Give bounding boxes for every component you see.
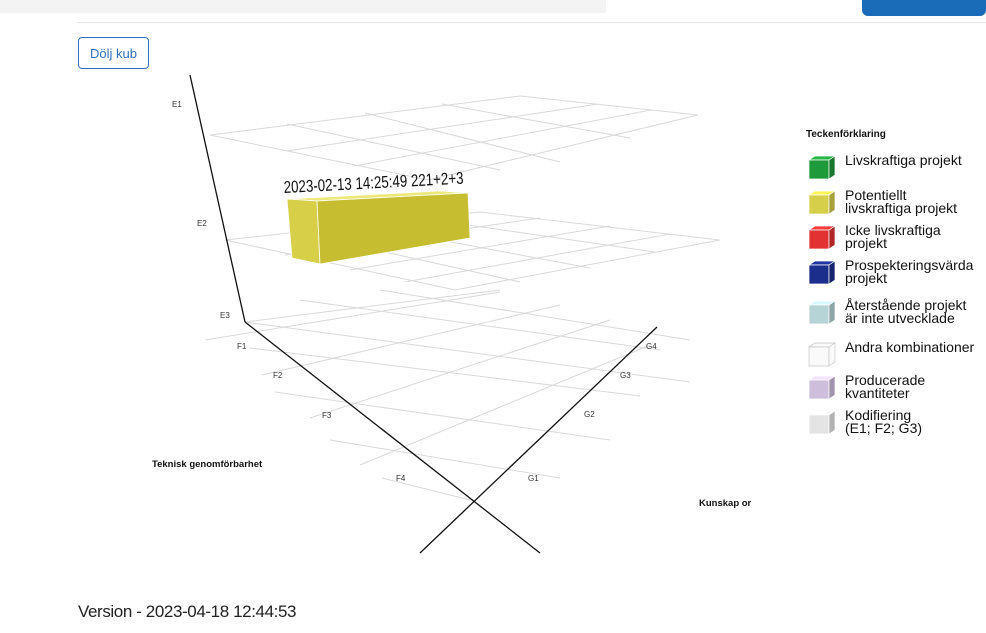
axis-f [244,321,541,554]
legend-item-label: Prospekteringsvärda projekt [845,257,974,286]
legend-item-label: Andra kombinationer [845,339,975,355]
legend: Teckenförklaring Livskraftiga projekt Pot… [806,129,986,435]
legend-item-label: Producerade kvantiteter [845,372,926,401]
version-text: Version - 2023-04-18 12:44:53 [78,602,297,621]
legend-item: Icke livskraftiga projekt [806,222,986,251]
legend-item-label: Potentiellt livskraftiga projekt [845,187,958,216]
axis-g-title: Kunskap or [699,498,752,509]
g-label-2: G2 [584,410,595,419]
top-strip [0,0,606,13]
legend-title: Teckenförklaring [806,129,886,140]
legend-item: Prospekteringsvärda projekt [806,257,986,286]
legend-item-label: Icke livskraftiga projekt [845,222,941,251]
e-label-2: E2 [197,219,207,228]
f-axis-labels: F1 F2 F3 F4 [237,342,406,483]
legend-item: Andra kombinationer [806,339,986,367]
legend-item-label: Återstående projekt är inte utvecklade [845,297,967,326]
e-label-3: E3 [220,311,230,320]
plane-bottom-grid [204,289,691,501]
cube-icon [807,260,836,285]
hide-cube-button[interactable]: Dölj kub [78,37,149,69]
legend-item: Kodifiering (E1; F2; G3) [806,407,986,436]
g-label-4: G4 [646,342,657,351]
legend-item-label: Kodifiering (E1; F2; G3) [845,407,923,436]
g-label-1: G1 [528,474,539,483]
project-bar[interactable] [286,190,471,265]
legend-item: Producerade kvantiteter [806,372,986,401]
axis-g [419,326,658,554]
cube-icon [807,375,836,400]
legend-item: Återstående projekt är inte utvecklade [806,297,986,326]
axes [189,74,658,554]
f-label-3: F3 [322,411,332,420]
f-label-1: F1 [237,342,247,351]
axis-f-title: Teknisk genomförbarhet [152,459,263,470]
g-label-3: G3 [620,371,631,380]
cube-outline-icon [807,342,836,367]
plane-top-grid [209,95,699,181]
cube-icon [807,410,836,435]
f-label-2: F2 [273,371,283,380]
g-axis-labels: G1 G2 G3 G4 [528,342,657,483]
e-axis-labels: E1 E2 E3 [172,100,230,320]
cube-icon [807,300,836,325]
legend-item: Livskraftiga projekt [806,152,986,180]
f-label-4: F4 [396,474,406,483]
legend-item-label: Livskraftiga projekt [845,152,962,168]
cube-icon [807,190,836,215]
cube-icon [807,225,836,250]
legend-item: Potentiellt livskraftiga projekt [806,187,986,216]
top-action-button[interactable] [862,0,986,16]
axis-e [189,74,246,323]
e-label-1: E1 [172,100,182,109]
cube-icon [807,155,836,180]
top-divider [78,22,986,23]
